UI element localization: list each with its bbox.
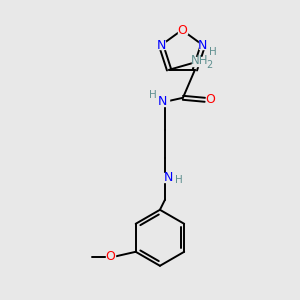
Text: NH: NH: [191, 54, 209, 67]
Bar: [206, 96, 214, 104]
Text: O: O: [106, 250, 116, 263]
Text: O: O: [177, 23, 187, 37]
Text: N: N: [198, 39, 208, 52]
Bar: [106, 253, 115, 261]
Text: N: N: [156, 39, 166, 52]
Bar: [161, 173, 177, 182]
Text: H: H: [149, 90, 157, 100]
Bar: [178, 26, 187, 34]
Text: N: N: [158, 95, 168, 108]
Bar: [192, 57, 206, 66]
Text: H: H: [175, 175, 183, 185]
Text: N: N: [164, 171, 174, 184]
Bar: [157, 41, 165, 49]
Bar: [199, 41, 207, 49]
Bar: [153, 97, 169, 106]
Text: O: O: [205, 93, 215, 106]
Text: H: H: [209, 47, 217, 57]
Text: 2: 2: [206, 60, 212, 70]
